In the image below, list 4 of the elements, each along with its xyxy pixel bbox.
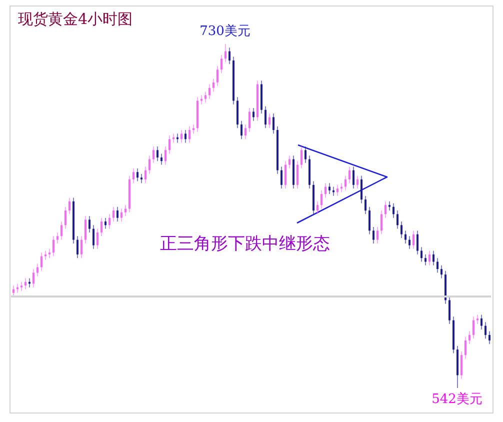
annotation: 542美元 [430,391,484,408]
chart-title: 现货黄金4小时图 [18,10,133,29]
annotation: 730美元 [198,23,252,40]
annotation: 正三角形下跌中继形态 [160,233,330,255]
